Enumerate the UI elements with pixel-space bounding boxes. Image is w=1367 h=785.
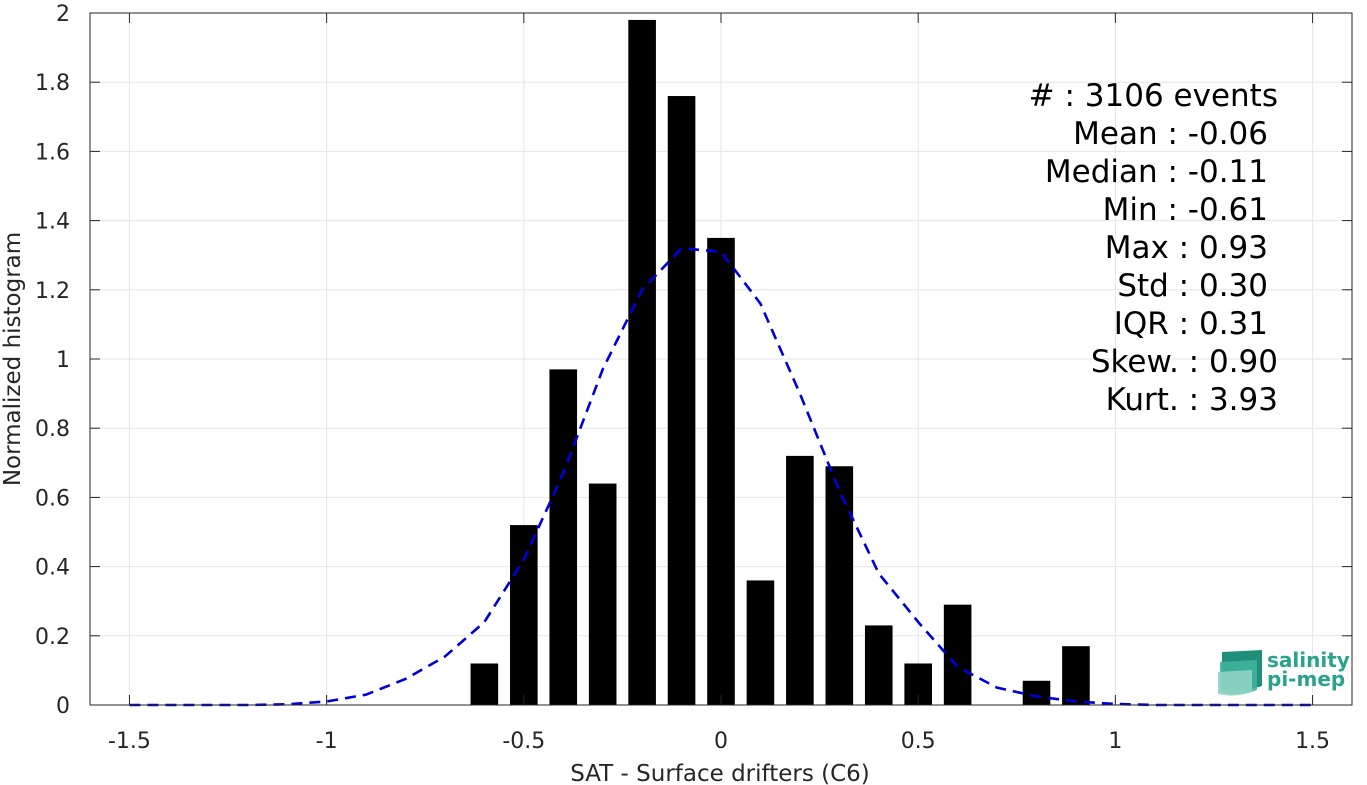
y-tick-label: 0.8 — [35, 417, 70, 442]
histogram-bar — [1062, 646, 1090, 705]
y-tick-label: 1.4 — [35, 210, 70, 235]
y-tick-label: 1.8 — [35, 71, 70, 96]
stat-line: # : 3106 events — [1029, 78, 1278, 114]
y-tick-label: 0 — [56, 694, 70, 719]
logo-text-salinity: salinity — [1267, 648, 1350, 672]
x-tick-label: 1.5 — [1295, 729, 1330, 754]
stat-line: Min : -0.61 — [1103, 192, 1268, 228]
salinity-pi-mep-logo: salinity pi-mep — [1218, 648, 1350, 696]
axes — [89, 12, 1353, 706]
y-tick-label: 1.6 — [35, 140, 70, 165]
y-tick-label: 0.2 — [35, 625, 70, 650]
y-tick-label: 1.2 — [35, 279, 70, 304]
histogram-bars — [470, 19, 1090, 706]
stat-line: Skew. : 0.90 — [1091, 344, 1278, 380]
logo-text-pi-mep: pi-mep — [1267, 667, 1345, 691]
stat-line: Max : 0.93 — [1105, 230, 1268, 266]
histogram-bar — [943, 604, 972, 705]
histogram-bar — [786, 455, 814, 705]
x-tick-label: 0.5 — [901, 729, 936, 754]
histogram-bar — [825, 466, 854, 705]
y-tick-label: 1 — [56, 348, 70, 373]
y-tick-label: 0.4 — [35, 556, 70, 581]
histogram-bar — [470, 663, 499, 705]
histogram-bar — [864, 625, 893, 705]
histogram-bar — [1022, 680, 1051, 705]
y-tick-label: 0.6 — [35, 486, 70, 511]
histogram-bar — [707, 237, 735, 705]
x-tick-label: -1.5 — [108, 729, 151, 754]
x-tick-label: -1 — [316, 729, 338, 754]
histogram-bar — [510, 525, 538, 705]
stat-line: Kurt. : 3.93 — [1106, 382, 1278, 418]
histogram-bar — [588, 483, 617, 705]
stat-line: Std : 0.30 — [1117, 268, 1268, 304]
x-axis-title: SAT - Surface drifters (C6) — [570, 761, 870, 785]
tick-labels: -1.5 -1 -0.5 0 0.5 1 1.5 0 0.2 0.4 0.6 0.8 1 1.2 1.4 1.… — [35, 2, 1330, 754]
y-tick-label: 2 — [56, 2, 70, 27]
y-axis-title: Normalized histogram — [0, 232, 26, 486]
histogram-bar — [667, 96, 696, 706]
x-tick-label: 0 — [714, 729, 728, 754]
histogram-bar — [549, 369, 578, 705]
x-tick-label: 1 — [1108, 729, 1122, 754]
stat-line: Mean : -0.06 — [1073, 116, 1268, 152]
stat-line: IQR : 0.31 — [1114, 306, 1268, 342]
x-tick-label: -0.5 — [502, 729, 545, 754]
stat-line: Median : -0.11 — [1045, 154, 1268, 190]
logo-wave-icon — [1218, 650, 1262, 696]
histogram-bar — [628, 19, 656, 706]
histogram-bar — [746, 580, 775, 705]
